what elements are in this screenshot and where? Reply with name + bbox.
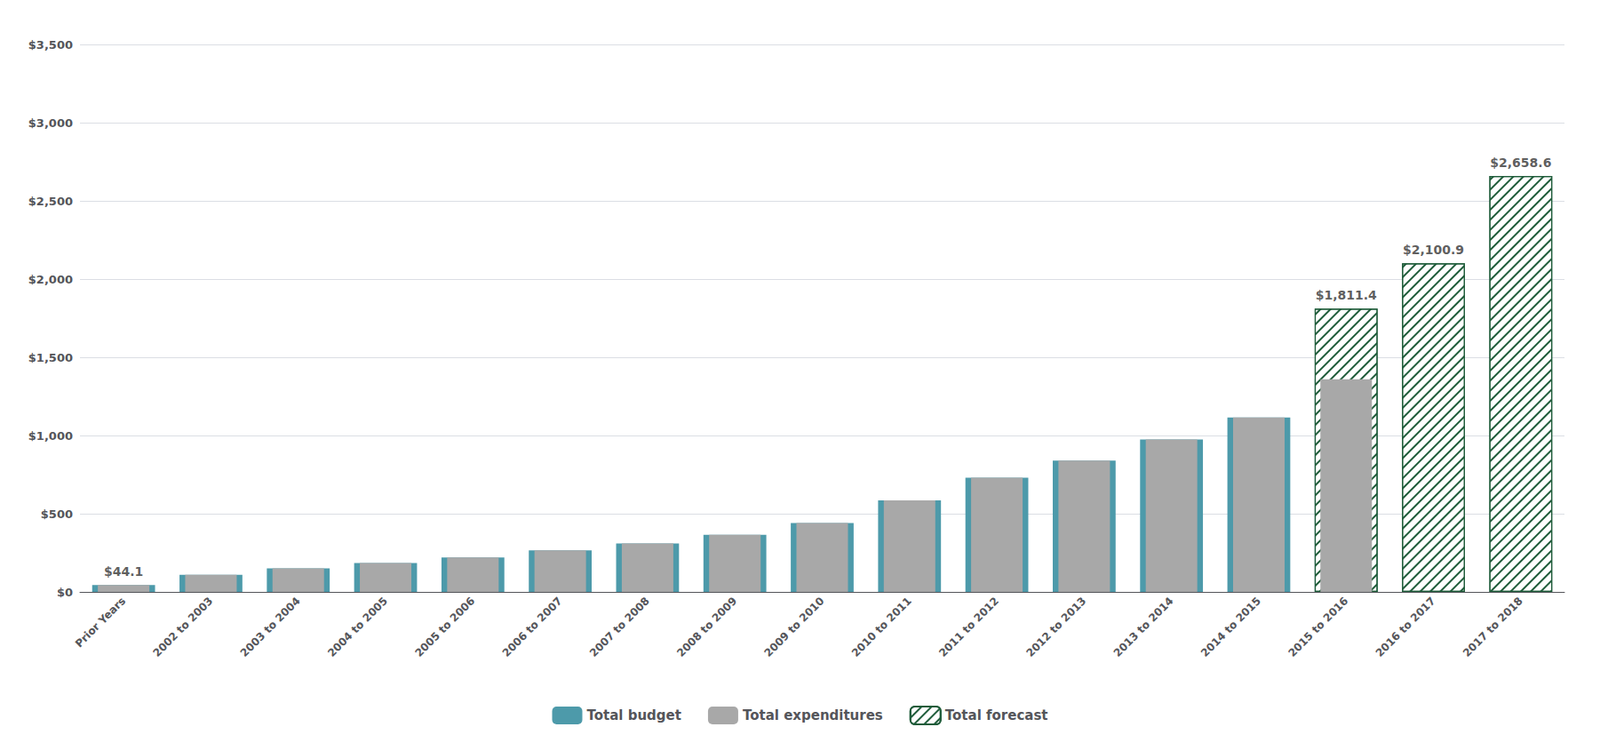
- svg-text:Total expenditures: Total expenditures: [742, 707, 884, 724]
- svg-text:2006 to 2007: 2006 to 2007: [500, 594, 566, 660]
- svg-text:2013 to 2014: 2013 to 2014: [1111, 594, 1177, 660]
- svg-text:2007 to 2008: 2007 to 2008: [587, 594, 653, 660]
- svg-text:$2,500: $2,500: [28, 194, 73, 208]
- svg-text:2012 to 2013: 2012 to 2013: [1023, 594, 1089, 660]
- svg-text:2011 to 2012: 2011 to 2012: [936, 594, 1002, 660]
- svg-text:$3,000: $3,000: [28, 116, 73, 130]
- svg-text:Total budget: Total budget: [586, 707, 681, 724]
- svg-text:2003 to 2004: 2003 to 2004: [238, 594, 303, 660]
- svg-text:2009 to 2010: 2009 to 2010: [762, 594, 828, 660]
- svg-text:$3,500: $3,500: [28, 38, 73, 52]
- svg-text:Prior Years: Prior Years: [72, 594, 128, 650]
- svg-text:$2,100.9: $2,100.9: [1402, 242, 1465, 257]
- svg-text:$500: $500: [40, 507, 73, 521]
- svg-text:2005 to 2006: 2005 to 2006: [412, 594, 478, 660]
- svg-text:2010 to 2011: 2010 to 2011: [849, 594, 915, 660]
- svg-text:2002 to 2003: 2002 to 2003: [151, 594, 216, 660]
- svg-text:2017 to 2018: 2017 to 2018: [1460, 594, 1526, 660]
- svg-text:2004 to 2005: 2004 to 2005: [325, 594, 391, 660]
- svg-text:$1,811.4: $1,811.4: [1315, 287, 1378, 303]
- svg-text:$2,000: $2,000: [28, 272, 73, 287]
- svg-text:2015 to 2016: 2015 to 2016: [1285, 594, 1351, 660]
- svg-text:2008 to 2009: 2008 to 2009: [674, 594, 740, 660]
- svg-text:Total forecast: Total forecast: [945, 707, 1049, 724]
- svg-text:$1,500: $1,500: [28, 350, 73, 365]
- svg-text:2014 to 2015: 2014 to 2015: [1198, 594, 1264, 660]
- svg-text:$44.1: $44.1: [103, 564, 144, 579]
- svg-text:$2,658.6: $2,658.6: [1489, 155, 1552, 170]
- svg-text:$1,000: $1,000: [28, 429, 73, 443]
- svg-text:2016 to 2017: 2016 to 2017: [1373, 594, 1439, 660]
- svg-text:$0: $0: [56, 585, 73, 599]
